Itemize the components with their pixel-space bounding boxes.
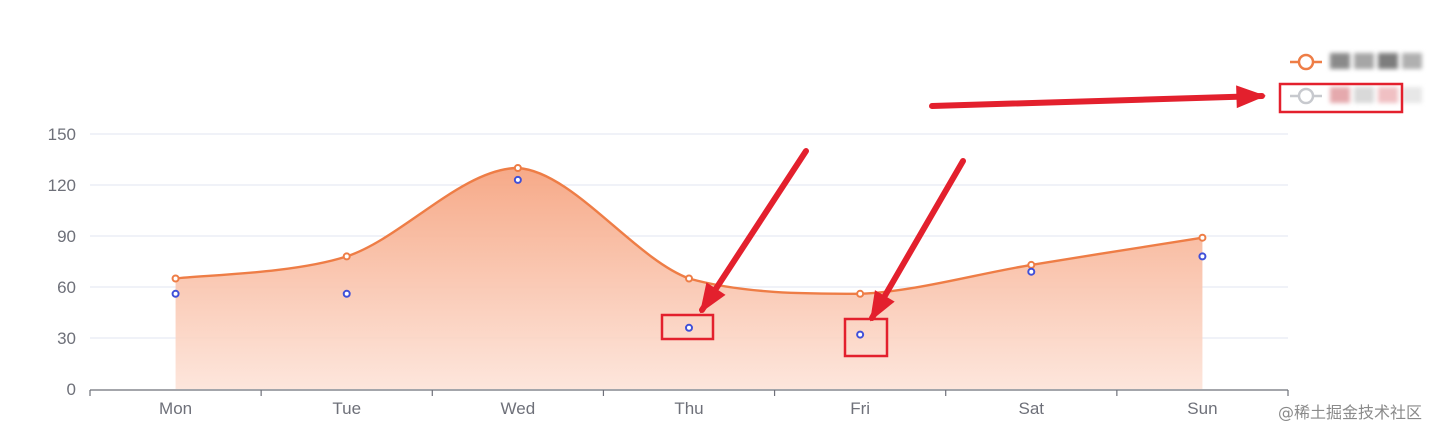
blur-block: [1354, 87, 1374, 103]
data-point: [685, 274, 693, 283]
legend-label-blurred: [1330, 53, 1422, 69]
annotation-arrow: [699, 148, 809, 313]
legend-label-blurred: [1330, 87, 1422, 103]
data-point: [1198, 233, 1207, 242]
blur-block: [1354, 53, 1374, 69]
data-point: [513, 175, 522, 184]
x-axis-ticks: Mon Tue Wed Thu Fri Sat Sun: [159, 399, 1218, 418]
x-tick-label: Thu: [674, 399, 703, 418]
data-point: [1027, 267, 1036, 276]
data-point: [171, 289, 180, 298]
data-point: [342, 252, 351, 261]
blur-block: [1402, 53, 1422, 69]
annotation-box: [1278, 82, 1404, 114]
data-point: [856, 289, 865, 298]
x-tick-label: Wed: [501, 399, 536, 418]
annotations: [660, 82, 1404, 358]
annotation-box: [843, 317, 889, 358]
y-axis-ticks: 0 30 60 90 120 150: [48, 125, 76, 399]
data-point: [685, 323, 693, 332]
y-tick-label: 90: [57, 227, 76, 246]
y-tick-label: 150: [48, 125, 76, 144]
data-points: [171, 164, 1207, 339]
x-tick-label: Fri: [850, 399, 870, 418]
annotation-arrowhead: [869, 290, 895, 322]
blur-block: [1330, 87, 1350, 103]
x-tick-label: Sat: [1019, 399, 1045, 418]
data-point: [171, 274, 180, 283]
y-tick-label: 120: [48, 176, 76, 195]
watermark: @稀土掘金技术社区: [1277, 403, 1422, 422]
legend[interactable]: [1290, 53, 1422, 105]
blur-block: [1330, 53, 1350, 69]
annotation-arrow: [869, 158, 966, 321]
blur-block: [1378, 87, 1398, 103]
annotation-arrowhead: [1236, 85, 1266, 109]
data-point: [856, 330, 865, 339]
data-point: [513, 164, 522, 172]
x-tick-label: Tue: [332, 399, 361, 418]
annotation-box: [660, 313, 715, 341]
blur-block: [1378, 53, 1398, 69]
legend-marker: [1297, 53, 1315, 71]
y-tick-label: 60: [57, 278, 76, 297]
annotation-arrow: [929, 93, 1265, 109]
x-tick-label: Sun: [1187, 399, 1217, 418]
y-tick-label: 0: [67, 380, 76, 399]
data-point: [342, 289, 351, 298]
y-tick-label: 30: [57, 329, 76, 348]
data-point: [1027, 260, 1036, 269]
blur-block: [1402, 87, 1422, 103]
legend-marker: [1297, 87, 1315, 105]
annotation-arrowhead: [699, 282, 726, 314]
x-axis: [89, 389, 1289, 396]
data-point: [1198, 252, 1207, 261]
x-tick-label: Mon: [159, 399, 192, 418]
